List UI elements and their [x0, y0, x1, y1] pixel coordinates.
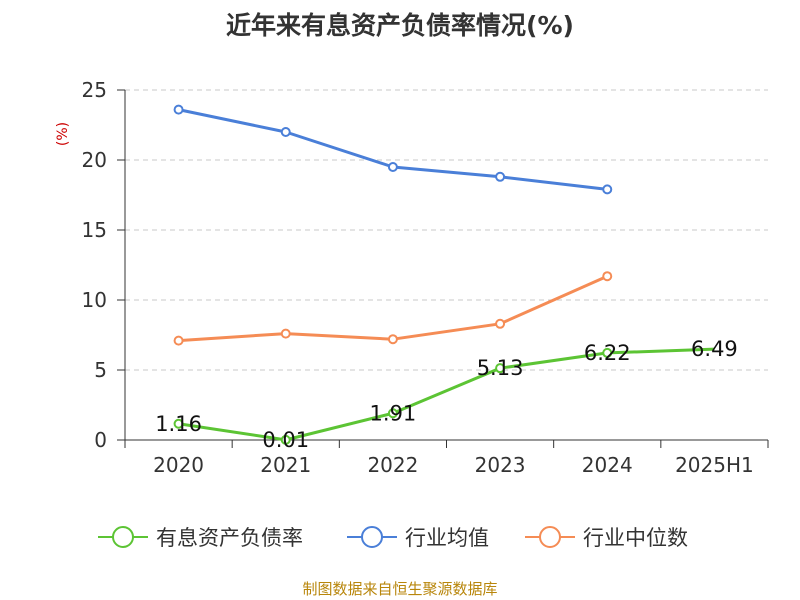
data-point-0-0 [173, 418, 184, 429]
y-tick-label: 15 [82, 218, 107, 242]
data-label: 5.13 [477, 356, 524, 380]
data-point-1-1 [280, 127, 291, 137]
y-tick-label: 0 [94, 428, 107, 452]
x-tick-label: 2025H1 [675, 453, 754, 477]
data-point-1-0 [173, 104, 184, 115]
data-point-2-4 [602, 271, 613, 282]
legend-line-marker-icon [347, 526, 397, 548]
legend-label: 行业中位数 [583, 526, 688, 550]
data-label: 0.01 [262, 428, 309, 452]
data-point-0-1 [280, 434, 291, 445]
legend-label: 有息资产负债率 [156, 526, 303, 550]
legend-line-marker-icon [525, 526, 575, 548]
data-point-0-2 [387, 408, 398, 419]
data-point-2-1 [280, 328, 291, 339]
data-point-1-3 [495, 171, 506, 182]
legend-label: 行业均值 [405, 526, 489, 550]
y-tick-label: 25 [82, 78, 107, 102]
data-point-0-3 [495, 363, 506, 374]
x-tick-label: 2020 [153, 453, 204, 477]
y-tick-label: 10 [82, 288, 107, 312]
x-tick-label: 2023 [475, 453, 526, 477]
legend-item-series-2[interactable]: 行业中位数 [525, 520, 688, 554]
data-point-0-4 [602, 347, 613, 358]
series-line-0 [178, 347, 715, 442]
y-tick-label: 20 [82, 148, 107, 172]
x-tick-label: 2022 [367, 453, 418, 477]
legend-line-marker-icon [98, 526, 148, 548]
data-source-note: 制图数据来自恒生聚源数据库 [302, 580, 498, 598]
data-label: 6.22 [584, 341, 631, 365]
data-point-1-2 [387, 162, 398, 172]
data-point-2-0 [173, 335, 184, 346]
legend-item-series-0[interactable]: 有息资产负债率 [98, 520, 303, 554]
data-label: 1.16 [155, 412, 202, 436]
data-point-1-4 [602, 184, 613, 195]
legend-item-series-1[interactable]: 行业均值 [347, 520, 489, 554]
legend: 有息资产负债率 行业均值 行业中位数 [0, 520, 800, 554]
line-chart: 0 5 10 15 20 25 2020 2021 2022 2023 2024 2025H1 1.16… [82, 78, 769, 477]
y-tick-label: 5 [94, 358, 107, 382]
data-label: 6.49 [691, 337, 738, 361]
chart-title: 近年来有息资产负债率情况(%) [226, 11, 574, 40]
data-point-2-2 [387, 334, 398, 345]
x-tick-label: 2024 [582, 453, 633, 477]
series-line-1 [178, 108, 608, 191]
series-line-2 [178, 274, 608, 343]
x-tick-label: 2021 [260, 453, 311, 477]
data-label: 1.91 [370, 401, 417, 425]
data-point-2-3 [495, 318, 506, 329]
